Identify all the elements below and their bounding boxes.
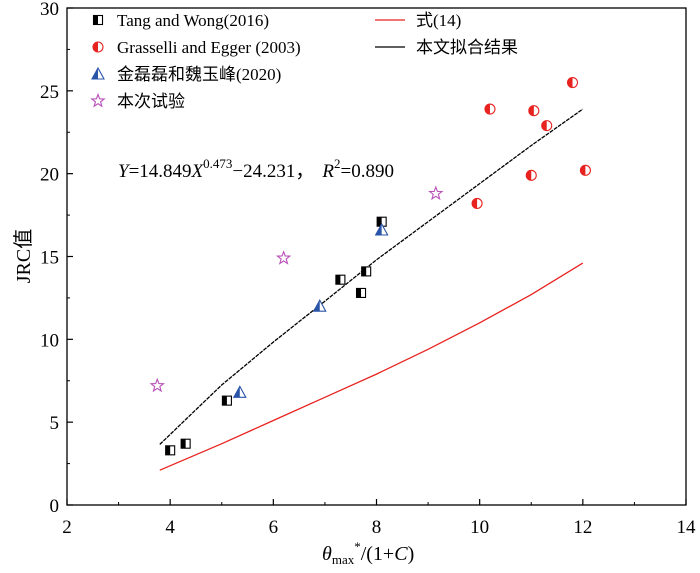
data-points — [149, 77, 591, 456]
legend-marker-half-square — [92, 14, 104, 26]
data-point-half-triangle — [312, 299, 327, 312]
legend-label-tang-wong: Tang and Wong(2016) — [117, 11, 269, 30]
data-point-half-circle — [525, 169, 537, 181]
data-point-half-circle — [484, 103, 496, 115]
x-tick-label: 6 — [269, 517, 279, 538]
eq-y: Y — [118, 161, 131, 182]
x-label-sub: max — [332, 552, 355, 567]
x-label-theta: θ — [322, 543, 332, 565]
legend-left: Tang and Wong(2016) Grasselli and Egger … — [90, 11, 301, 111]
x-tick-label: 8 — [372, 517, 382, 538]
data-point-half-square — [221, 395, 232, 406]
x-axis-label: θmax*/(1+C) — [322, 539, 414, 567]
fit-equation: Y=14.849X0.473−24.231， R2=0.890 — [118, 156, 394, 182]
eq-x: X — [191, 161, 205, 182]
legend-right: 式(14) 本文拟合结果 — [375, 11, 518, 57]
y-tick-label: 15 — [40, 248, 59, 269]
legend-label-fit: 本文拟合结果 — [416, 38, 518, 57]
y-tick-label: 25 — [40, 82, 59, 103]
data-point-half-square — [361, 266, 372, 277]
x-tick-label: 10 — [470, 517, 489, 538]
axis-ticks: 2 4 6 8 10 12 14 0 5 10 15 20 25 30 — [40, 0, 696, 538]
y-tick-label: 20 — [40, 165, 59, 186]
data-point-half-circle — [579, 164, 591, 176]
y-axis-label: JRC值 — [12, 229, 35, 283]
x-tick-label: 12 — [573, 517, 592, 538]
fit-lines — [159, 108, 584, 471]
legend-item-grasselli-egger: Grasselli and Egger (2003) — [92, 38, 301, 57]
y-tick-label: 30 — [40, 0, 59, 20]
legend-symbol — [90, 92, 106, 108]
data-point-half-circle — [541, 120, 553, 132]
legend-marker-half-triangle — [91, 66, 105, 80]
data-point-star — [149, 377, 165, 393]
legend-label-jin-wei: 金磊磊和魏玉峰(2020) — [117, 65, 281, 84]
legend-item-tang-wong: Tang and Wong(2016) — [92, 11, 269, 30]
data-point-star — [428, 185, 444, 201]
data-point-half-square — [355, 287, 367, 298]
legend-symbol — [92, 41, 104, 53]
y-tick-label: 5 — [50, 413, 60, 434]
data-point-half-triangle — [232, 385, 247, 398]
legend-label-this-test: 本次试验 — [117, 92, 185, 111]
x-label-rest-close: ) — [408, 543, 415, 565]
legend-label-grasselli-egger: Grasselli and Egger (2003) — [117, 38, 301, 57]
eq-r-exponent: 2 — [334, 156, 341, 171]
data-point-star — [275, 250, 292, 265]
legend-label-eq14: 式(14) — [416, 11, 461, 30]
data-point-half-circle — [471, 197, 483, 210]
y-tick-label: 10 — [40, 330, 59, 351]
x-tick-label: 4 — [165, 517, 175, 538]
x-label-sup: * — [354, 539, 361, 554]
x-tick-label: 2 — [62, 517, 72, 538]
x-label-c: C — [394, 543, 408, 565]
x-label-rest-open: /(1+ — [361, 543, 395, 565]
eq-coef: =14.849 — [129, 161, 192, 182]
legend-item-jin-wei: 金磊磊和魏玉峰(2020) — [91, 65, 281, 84]
eq-tail: −24.231， — [232, 161, 314, 182]
legend-symbol — [92, 14, 104, 26]
x-tick-label: 14 — [677, 517, 697, 538]
data-point-half-circle — [528, 105, 540, 117]
y-tick-label: 0 — [50, 496, 60, 517]
line-eq14 — [159, 262, 584, 471]
legend-marker-star — [90, 92, 106, 108]
eq-exponent: 0.473 — [203, 156, 232, 171]
eq-r-value: =0.890 — [340, 161, 393, 182]
data-point-half-square — [180, 438, 191, 449]
data-point-half-square — [335, 274, 346, 285]
data-point-half-square — [165, 445, 176, 456]
data-point-half-triangle — [374, 222, 389, 236]
legend-item-this-test: 本次试验 — [90, 92, 185, 111]
line-fit — [159, 108, 584, 445]
eq-r: R — [321, 161, 334, 182]
legend-marker-half-circle — [92, 41, 104, 53]
data-point-half-circle — [566, 77, 579, 89]
legend-symbol — [91, 66, 105, 80]
